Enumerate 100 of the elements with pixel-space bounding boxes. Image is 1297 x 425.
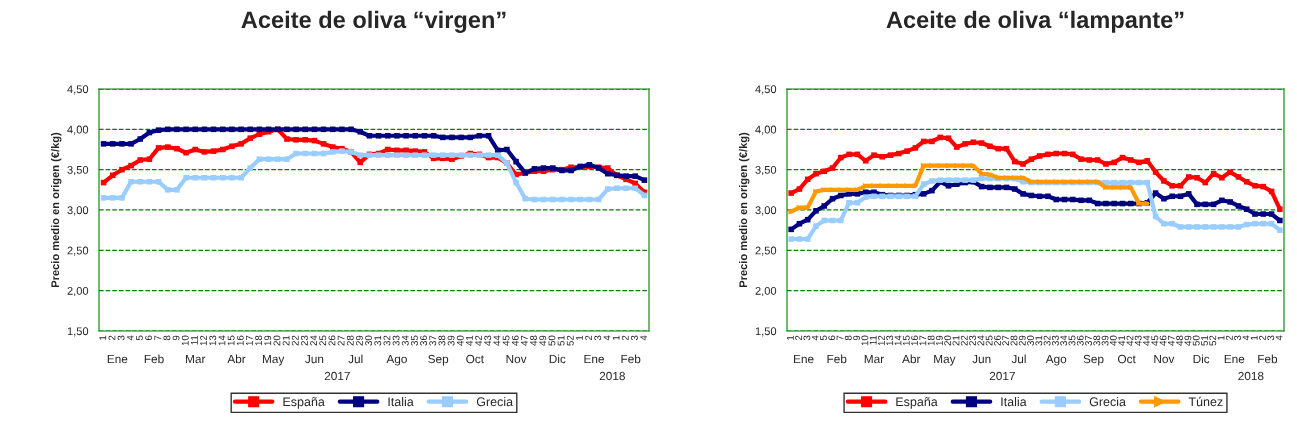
x-tick-label: 2	[585, 335, 592, 341]
y-tick-label: 1,50	[67, 327, 89, 337]
x-tick-label: 3	[803, 335, 811, 341]
x-tick-label: 50	[1192, 335, 1200, 346]
x-tick-label: 19	[935, 335, 943, 346]
text: Dic	[1193, 354, 1210, 364]
legend-label: Italia	[1001, 397, 1027, 407]
x-tick-label: 33	[392, 335, 400, 346]
x-tick-label: 48	[1176, 335, 1184, 346]
x-tick-label: 25	[319, 335, 327, 346]
x-tick-label: 15	[227, 335, 235, 346]
x-tick-label: 45	[502, 335, 510, 346]
x-tick-label: 10	[181, 335, 189, 346]
x-tick-label: 16	[236, 335, 244, 346]
text: Feb	[1258, 354, 1278, 364]
y-tick-label: 4,50	[67, 85, 89, 95]
text: Ene	[794, 354, 814, 364]
x-tick-label: 22	[960, 335, 968, 346]
text: Abr	[227, 354, 246, 364]
y-tick-label: 3,00	[755, 206, 777, 216]
text: 2018	[1238, 371, 1264, 381]
x-tick-label: 14	[894, 335, 902, 346]
x-tick-label: 39	[1101, 335, 1109, 346]
text: Feb	[621, 354, 641, 364]
x-tick-label: 4	[1275, 335, 1283, 341]
x-tick-label: 26	[328, 335, 336, 346]
text: 2018	[599, 371, 625, 381]
x-tick-label: 50	[548, 335, 556, 346]
x-tick-label: 11	[191, 335, 198, 345]
x-tick-label: 13	[886, 335, 894, 346]
x-tick-label: 1	[786, 335, 794, 340]
x-tick-label: 45	[1151, 335, 1159, 346]
x-tick-label: 52	[566, 335, 574, 346]
x-tick-label: 8	[163, 335, 171, 341]
legend-label: España	[283, 397, 325, 409]
y-axis-title: Precio medio en origen (€/kg)	[51, 132, 62, 288]
legend-label: Túnez	[1188, 396, 1223, 407]
text: Ago	[386, 354, 407, 366]
x-tick-label: 43	[1134, 335, 1142, 346]
x-tick-label: 39	[447, 335, 455, 346]
x-tick-label: 15	[902, 335, 910, 346]
x-tick-label: 3	[1267, 335, 1275, 341]
legend-label: Grecia	[1089, 397, 1126, 407]
y-tick-label: 4,00	[755, 125, 777, 135]
x-tick-label: 12	[877, 335, 885, 346]
x-tick-label: 51	[557, 335, 565, 346]
x-tick-label: 20	[944, 335, 952, 346]
x-tick-label: 6	[145, 335, 153, 341]
text: Feb	[144, 354, 164, 364]
x-tick-label: 40	[456, 335, 464, 346]
x-tick-label: 9	[853, 335, 861, 341]
text: Mar	[864, 354, 884, 364]
x-tick-label: 2	[795, 335, 802, 341]
x-tick-label: 5	[136, 335, 143, 341]
x-tick-label: 32	[1043, 335, 1051, 346]
x-tick-label: 7	[836, 335, 844, 341]
x-tick-label: 23	[300, 335, 308, 346]
x-tick-label: 44	[493, 335, 501, 346]
x-tick-label: 23	[969, 335, 976, 346]
chart-title: Aceite de oliva “lampante”	[886, 10, 1184, 33]
x-tick-label: 47	[1168, 335, 1175, 346]
x-tick-label: 35	[1068, 335, 1076, 346]
text: Nov	[506, 354, 527, 364]
text: Oct	[1117, 354, 1136, 364]
x-tick-label: 8	[844, 335, 852, 341]
x-tick-label: 4	[811, 335, 819, 341]
x-tick-label: 46	[1159, 335, 1167, 346]
x-tick-label: 42	[1126, 335, 1134, 346]
x-tick-label: 42	[475, 335, 482, 346]
x-tick-label: 38	[1093, 335, 1101, 346]
y-tick-label: 4,00	[67, 125, 89, 135]
x-tick-label: 32	[383, 335, 391, 346]
x-tick-label: 4	[126, 335, 134, 341]
x-tick-label: 3	[630, 335, 638, 341]
x-tick-label: 27	[337, 335, 345, 346]
chart-title: Aceite de oliva “virgen”	[241, 10, 506, 33]
x-tick-label: 9	[172, 335, 180, 341]
x-tick-label: 41	[1118, 335, 1125, 346]
text: Dic	[549, 354, 566, 364]
x-tick-label: 1	[99, 335, 107, 340]
x-tick-label: 11	[869, 335, 877, 345]
x-tick-label: 36	[1076, 335, 1084, 346]
x-tick-label: 34	[1060, 335, 1068, 346]
x-tick-label: 2	[1259, 335, 1266, 341]
x-tick-label: 10	[861, 335, 869, 346]
x-tick-label: 28	[346, 335, 354, 346]
x-tick-label: 5	[820, 335, 827, 341]
x-tick-label: 36	[420, 335, 428, 346]
y-tick-label: 1,50	[755, 327, 777, 337]
x-tick-label: 1	[1217, 335, 1225, 340]
y-tick-label: 2,50	[755, 246, 777, 256]
x-tick-label: 18	[927, 335, 935, 346]
x-tick-label: 31	[1035, 335, 1043, 346]
x-tick-label: 38	[438, 335, 446, 346]
text: 2017	[989, 371, 1015, 381]
x-tick-label: 3	[1234, 335, 1242, 341]
x-tick-label: 16	[911, 335, 918, 346]
text: Mar	[186, 354, 206, 364]
text: Jun	[972, 354, 991, 364]
text: Jul	[348, 354, 363, 364]
